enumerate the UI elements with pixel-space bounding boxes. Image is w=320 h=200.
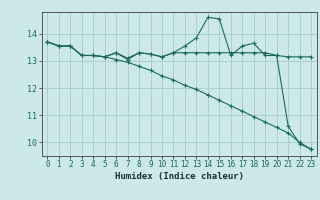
X-axis label: Humidex (Indice chaleur): Humidex (Indice chaleur) <box>115 172 244 181</box>
